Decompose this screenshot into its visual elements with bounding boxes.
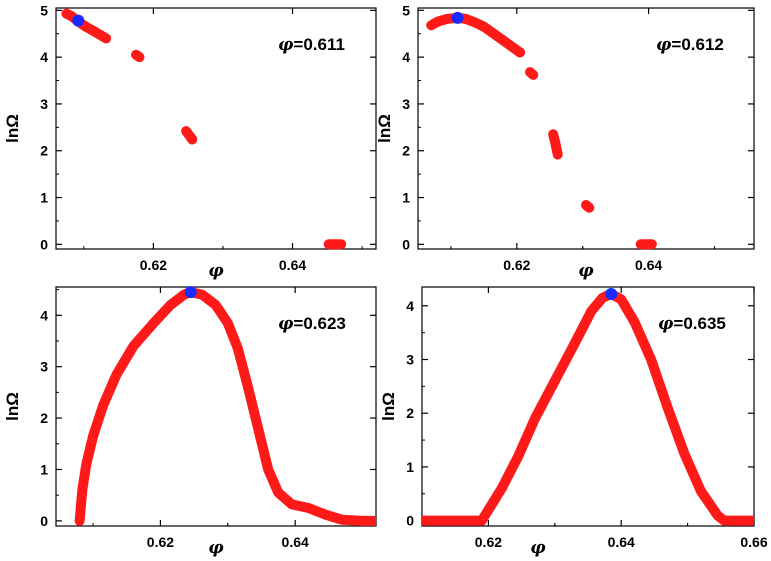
data-curve <box>525 67 539 80</box>
plot-frame <box>55 7 377 250</box>
phi-annotation: φ=0.612 <box>656 35 724 55</box>
maximum-point <box>184 286 197 299</box>
data-series <box>426 12 657 250</box>
x-axis-label: φ <box>208 261 224 281</box>
y-tick-label: 4 <box>40 307 48 323</box>
data-curve <box>548 129 563 160</box>
phi-value: =0.635 <box>673 314 725 333</box>
phi-value: =0.612 <box>671 35 723 54</box>
y-tick-label: 3 <box>40 96 48 112</box>
plot-frame <box>55 286 377 527</box>
x-tick-label: 0.64 <box>608 534 635 550</box>
phi-annotation: φ=0.623 <box>278 314 346 334</box>
data-curve <box>61 8 112 44</box>
phi-symbol: φ <box>278 35 294 55</box>
y-tick-label: 1 <box>40 461 48 477</box>
y-axis-label: lnΩ <box>3 392 22 421</box>
y-tick-label: 3 <box>402 96 410 112</box>
data-curve <box>74 287 376 526</box>
x-axis-label: φ <box>208 538 224 558</box>
x-axis-label: φ <box>578 261 594 281</box>
y-tick-label: 0 <box>40 236 48 252</box>
phi-symbol: φ <box>656 35 672 55</box>
maximum-point <box>72 14 85 27</box>
phi-annotation: φ=0.635 <box>658 314 726 334</box>
x-axis-label: φ <box>530 538 546 558</box>
data-curve <box>131 49 145 63</box>
x-tick-label: 0.62 <box>503 257 530 273</box>
data-series <box>74 287 376 526</box>
y-axis-label: lnΩ <box>375 114 394 143</box>
y-tick-label: 3 <box>406 352 414 368</box>
y-tick-label: 2 <box>40 143 48 159</box>
phi-symbol: φ <box>658 314 674 334</box>
phi-symbol: φ <box>278 314 294 334</box>
y-tick-label: 4 <box>406 298 414 314</box>
x-tick-label: 0.62 <box>475 534 502 550</box>
x-tick-label: 0.62 <box>147 534 174 550</box>
y-tick-label: 0 <box>402 236 410 252</box>
y-tick-label: 0 <box>406 513 414 529</box>
y-axis-label: lnΩ <box>3 114 22 143</box>
y-tick-label: 4 <box>40 49 48 65</box>
maximum-point <box>451 11 464 24</box>
y-tick-label: 0 <box>40 513 48 529</box>
y-tick-label: 5 <box>40 2 48 18</box>
y-tick-label: 1 <box>40 190 48 206</box>
y-tick-label: 4 <box>402 49 410 65</box>
y-tick-label: 2 <box>40 410 48 426</box>
data-curve <box>181 126 198 145</box>
x-tick-label: 0.64 <box>279 257 306 273</box>
x-tick-label: 0.62 <box>140 257 167 273</box>
y-tick-label: 2 <box>402 143 410 159</box>
phi-value: =0.611 <box>293 35 345 54</box>
plot-frame <box>421 286 755 527</box>
phi-annotation: φ=0.611 <box>278 35 345 55</box>
y-tick-label: 1 <box>406 459 414 475</box>
y-tick-label: 3 <box>40 359 48 375</box>
y-tick-label: 1 <box>402 190 410 206</box>
x-tick-label: 0.64 <box>635 257 662 273</box>
data-curve <box>581 200 595 213</box>
y-tick-label: 5 <box>402 2 410 18</box>
x-tick-label: 0.66 <box>740 534 767 550</box>
y-tick-label: 2 <box>406 405 414 421</box>
data-curve <box>426 12 526 58</box>
x-tick-label: 0.64 <box>282 534 309 550</box>
maximum-point <box>605 287 618 300</box>
plot-frame <box>417 7 755 250</box>
phi-value: =0.623 <box>293 314 345 333</box>
y-axis-label: lnΩ <box>379 392 398 421</box>
